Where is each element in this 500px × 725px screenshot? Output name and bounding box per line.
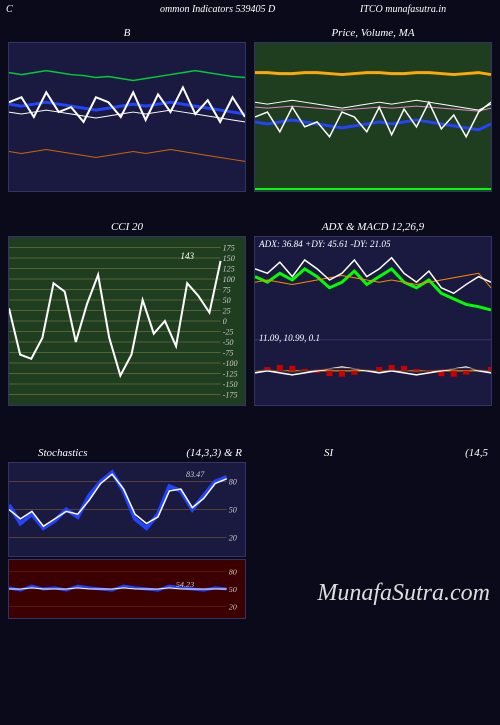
svg-text:125: 125 — [223, 265, 235, 274]
svg-text:50: 50 — [223, 296, 231, 305]
svg-text:-100: -100 — [223, 359, 238, 368]
chart-b-title: B — [8, 24, 246, 42]
row-2: CCI 20 -175 -150-125 -100-75 -50-25 025 5075 1… — [0, 214, 500, 410]
svg-text:20: 20 — [229, 533, 237, 542]
svg-text:50: 50 — [229, 506, 237, 515]
svg-text:ADX: 36.84 +DY: 45.61 -DY:: ADX: 36.84 +DY: 45.61 -DY: 21.05 — [258, 239, 391, 249]
chart-adx-title: ADX & MACD 12,26,9 — [254, 218, 492, 236]
svg-text:-150: -150 — [223, 380, 238, 389]
svg-text:-125: -125 — [223, 370, 238, 379]
svg-text:0: 0 — [223, 317, 227, 326]
chart-cci: -175 -150-125 -100-75 -50-25 025 5075 100125 15… — [8, 236, 246, 406]
chart-b — [8, 42, 246, 192]
svg-text:20: 20 — [229, 602, 237, 611]
chart-price-cell: Price, Volume, MA — [254, 24, 492, 192]
header-center: ommon Indicators 539405 D — [160, 4, 275, 15]
svg-text:80: 80 — [229, 568, 237, 577]
chart-stoch-cell: Stochastics (14,3,3) & R 20 50 80 83.47 20 5… — [8, 444, 246, 619]
stoch-title: Stochastics — [38, 444, 88, 462]
svg-text:150: 150 — [223, 254, 235, 263]
svg-text:143: 143 — [180, 251, 194, 261]
header-right: ITCO munafasutra.in — [360, 4, 446, 15]
chart-adx-cell: ADX & MACD 12,26,9 ADX: 36.84 +DY: 45.61… — [254, 218, 492, 406]
svg-text:54.23: 54.23 — [176, 580, 194, 589]
svg-text:83.47: 83.47 — [186, 470, 205, 479]
page-header: C ommon Indicators 539405 D ITCO munafas… — [0, 0, 500, 20]
watermark: MunafaSutra.com — [317, 580, 490, 607]
svg-text:50: 50 — [229, 585, 237, 594]
svg-text:-50: -50 — [223, 338, 234, 347]
chart-stoch-top: 20 50 80 83.47 — [8, 462, 246, 557]
stoch-title-right: (14,3,3) & R — [186, 444, 242, 462]
svg-text:75: 75 — [223, 286, 231, 295]
svg-text:25: 25 — [223, 307, 231, 316]
svg-text:80: 80 — [229, 478, 237, 487]
chart-stoch-title-row: Stochastics (14,3,3) & R — [8, 444, 246, 462]
chart-cci-title: CCI 20 — [8, 218, 246, 236]
chart-adx: ADX: 36.84 +DY: 45.61 -DY: 21.0511.09, 1… — [254, 236, 492, 406]
svg-text:-25: -25 — [223, 328, 234, 337]
chart-price-title: Price, Volume, MA — [254, 24, 492, 42]
chart-stoch-bot: 20 50 80 54.23 — [8, 559, 246, 619]
si-title: SI — [324, 444, 333, 462]
chart-price — [254, 42, 492, 192]
svg-text:11.09, 10.99, 0.1: 11.09, 10.99, 0.1 — [259, 333, 320, 343]
chart-b-cell: B — [8, 24, 246, 192]
svg-text:100: 100 — [223, 275, 235, 284]
row-1: B Price, Volume, MA — [0, 20, 500, 196]
si-title-right: (14,5 — [465, 444, 488, 462]
svg-text:-175: -175 — [223, 391, 238, 400]
svg-text:175: 175 — [223, 244, 235, 253]
chart-si-title-row: SI (14,5 — [254, 444, 492, 462]
svg-text:-75: -75 — [223, 349, 234, 358]
chart-cci-cell: CCI 20 -175 -150-125 -100-75 -50-25 025 5075 1… — [8, 218, 246, 406]
header-left: C — [6, 4, 13, 15]
